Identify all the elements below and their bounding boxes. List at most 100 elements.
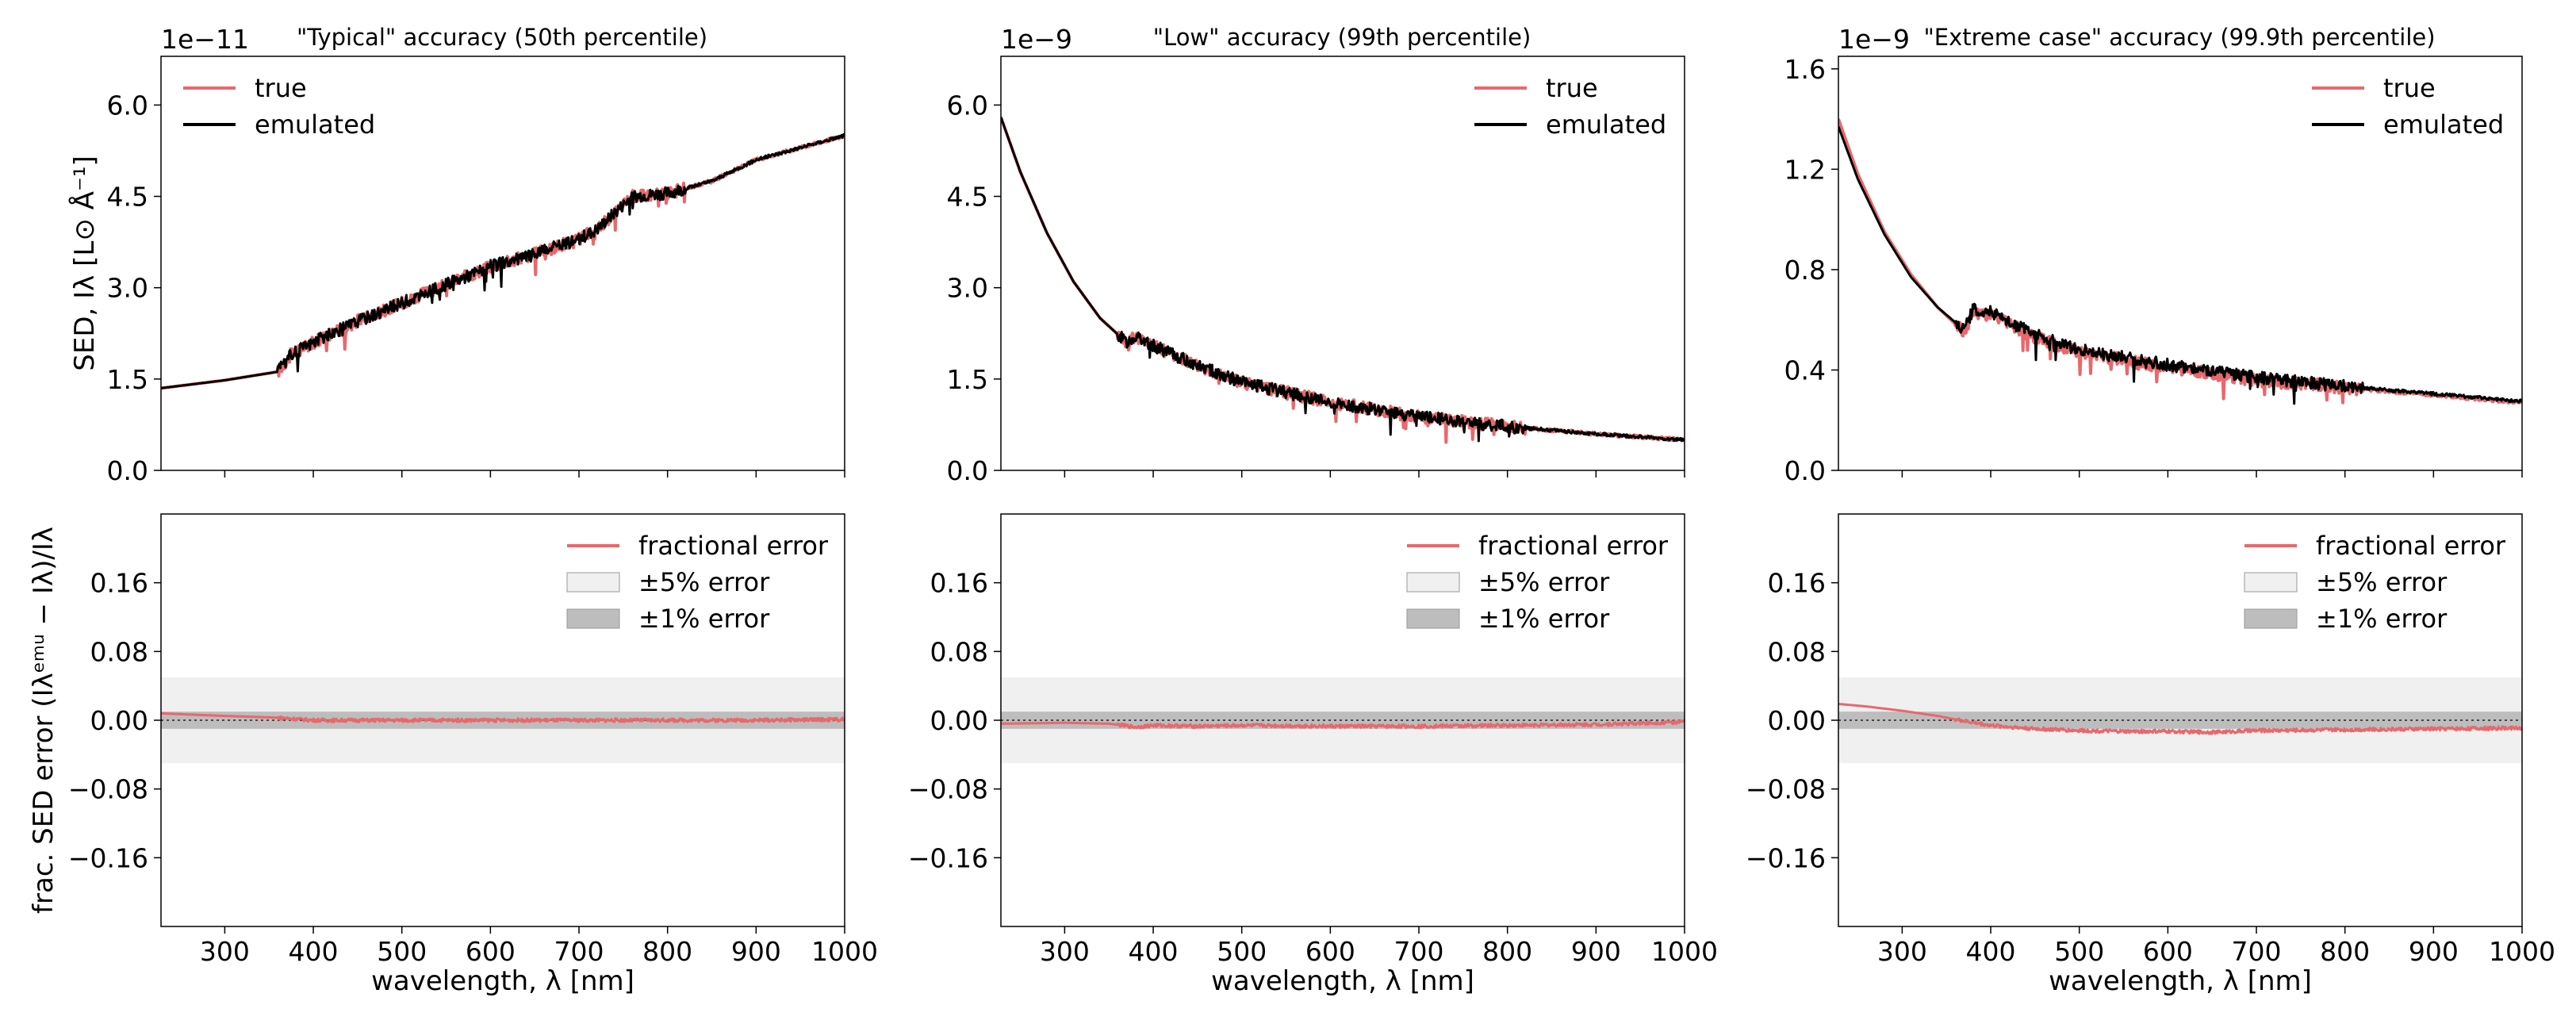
x-tick-label: 1000 <box>2489 936 2555 967</box>
y-tick-label: 0.16 <box>1768 568 1826 599</box>
y-tick-label: 0.08 <box>1768 636 1826 667</box>
x-axis-label: wavelength, λ [nm] <box>371 965 634 997</box>
x-tick-label: 700 <box>2232 936 2282 967</box>
x-axis-label: wavelength, λ [nm] <box>2049 965 2312 997</box>
legend-label: ±5% error <box>2316 567 2448 597</box>
y-tick-label: 0.16 <box>930 568 988 599</box>
x-tick-label: 1000 <box>811 936 878 967</box>
series-line-fractional-error <box>161 712 845 723</box>
y-tick-label: 0.08 <box>90 636 148 667</box>
y-tick-label: 0.0 <box>107 455 148 486</box>
legend-label: fractional error <box>1478 531 1669 561</box>
y-tick-label: −0.08 <box>908 774 988 805</box>
legend: true emulated <box>1474 73 1666 140</box>
panel-bottom-left: −0.16 −0.08 0.00 0.08 0.16 300 400 500 600 700 800… <box>28 513 878 997</box>
panel-top-right: 0.0 0.4 0.8 1.2 1.6 "Extreme case" accuracy (… <box>1784 24 2523 486</box>
y-tick-label: 0.16 <box>90 568 148 599</box>
offset-text: 1e−11 <box>161 24 249 55</box>
y-tick-label: −0.16 <box>68 842 148 873</box>
legend-swatch <box>1406 608 1460 629</box>
legend-label: emulated <box>1546 109 1666 140</box>
x-tick-label: 500 <box>377 936 427 967</box>
y-tick-label: 0.00 <box>90 705 148 736</box>
legend-swatch <box>2244 608 2298 629</box>
legend: fractional error ±5% error ±1% error <box>566 531 829 634</box>
legend: true emulated <box>2312 73 2504 140</box>
series-line-emulated <box>161 132 845 389</box>
y-tick-label: 3.0 <box>947 273 988 304</box>
y-tick-label: 4.5 <box>947 182 988 213</box>
series-line-emulated <box>1001 117 1685 443</box>
series-line-true <box>1001 117 1685 444</box>
legend-swatch <box>1406 572 1460 593</box>
y-tick-label: −0.08 <box>1746 774 1826 805</box>
y-tick-label: 1.6 <box>1784 54 1826 85</box>
panel-title: "Extreme case" accuracy (99.9th percenti… <box>1923 24 2435 51</box>
legend-label: emulated <box>255 109 375 140</box>
x-tick-label: 300 <box>200 936 250 967</box>
y-tick-label: 0.0 <box>947 455 988 486</box>
legend-label: emulated <box>2383 109 2504 140</box>
legend-label: true <box>255 73 307 103</box>
y-tick-label: 6.0 <box>947 90 988 121</box>
x-tick-label: 400 <box>1129 936 1179 967</box>
series-line-fractional-error <box>1838 702 2522 735</box>
y-tick-label: 0.00 <box>930 705 988 736</box>
offset-text: 1e−9 <box>1838 24 1910 55</box>
x-tick-label: 900 <box>731 936 781 967</box>
x-tick-label: 600 <box>1305 936 1355 967</box>
y-axis-label: SED, Iλ [L⊙ Å⁻¹] <box>68 155 101 370</box>
x-tick-label: 400 <box>289 936 339 967</box>
legend-label: true <box>1546 73 1598 103</box>
panel-bottom-right: −0.16 −0.08 0.00 0.08 0.16 300 400 500 600 700 800… <box>1746 513 2555 997</box>
legend-swatch <box>2244 572 2298 593</box>
x-tick-label: 500 <box>2054 936 2104 967</box>
y-axis-label: frac. SED error (Iλᵉᵐᵘ − Iλ)/Iλ <box>28 527 59 914</box>
legend: fractional error ±5% error ±1% error <box>2244 531 2506 634</box>
legend-swatch <box>566 572 620 593</box>
panel-title: "Low" accuracy (99th percentile) <box>1153 24 1531 51</box>
legend-label: fractional error <box>2316 531 2506 561</box>
panel-top-middle: 0.0 1.5 3.0 4.5 6.0 "Low" accuracy (99th perc… <box>947 24 1685 486</box>
plot-frame <box>1838 56 2523 471</box>
x-tick-label: 700 <box>1394 936 1444 967</box>
series-line-emulated <box>1838 126 2522 405</box>
panel-top-left: 0.0 1.5 3.0 4.5 6.0 "Typical" accuracy (50th … <box>68 24 845 486</box>
x-tick-label: 300 <box>1877 936 1927 967</box>
series-line-true <box>1838 118 2522 405</box>
plot-frame <box>160 56 845 471</box>
legend-label: ±5% error <box>638 567 770 597</box>
y-tick-label: 3.0 <box>107 273 148 304</box>
legend-label: ±1% error <box>1478 604 1610 634</box>
y-tick-label: −0.16 <box>1746 842 1826 873</box>
legend-label: fractional error <box>638 531 829 561</box>
series-line-fractional-error <box>1001 719 1685 730</box>
legend-label: ±1% error <box>638 604 770 634</box>
y-tick-label: 0.8 <box>1784 255 1826 286</box>
y-tick-label: −0.08 <box>68 774 148 805</box>
error-band-1pct <box>1838 712 2522 729</box>
x-tick-label: 700 <box>554 936 604 967</box>
x-tick-label: 300 <box>1040 936 1090 967</box>
offset-text: 1e−9 <box>1001 24 1072 55</box>
y-tick-label: 6.0 <box>107 90 148 121</box>
y-tick-label: 1.5 <box>947 364 988 395</box>
legend: true emulated <box>183 73 375 140</box>
x-tick-label: 900 <box>1571 936 1621 967</box>
x-tick-label: 800 <box>1482 936 1532 967</box>
legend-swatch <box>566 608 620 629</box>
x-tick-label: 800 <box>2320 936 2370 967</box>
x-tick-label: 900 <box>2409 936 2459 967</box>
panel-bottom-middle: −0.16 −0.08 0.00 0.08 0.16 300 400 500 600 700 800… <box>908 513 1718 997</box>
y-tick-label: 4.5 <box>107 182 148 213</box>
legend: fractional error ±5% error ±1% error <box>1406 531 1669 634</box>
x-tick-label: 600 <box>466 936 516 967</box>
x-tick-label: 500 <box>1217 936 1267 967</box>
legend-label: ±1% error <box>2316 604 2448 634</box>
y-tick-label: −0.16 <box>908 842 988 873</box>
legend-label: ±5% error <box>1478 567 1610 597</box>
x-tick-label: 400 <box>1966 936 2016 967</box>
x-tick-label: 1000 <box>1651 936 1718 967</box>
y-tick-label: 1.2 <box>1784 154 1826 185</box>
y-tick-label: 0.4 <box>1784 355 1826 386</box>
